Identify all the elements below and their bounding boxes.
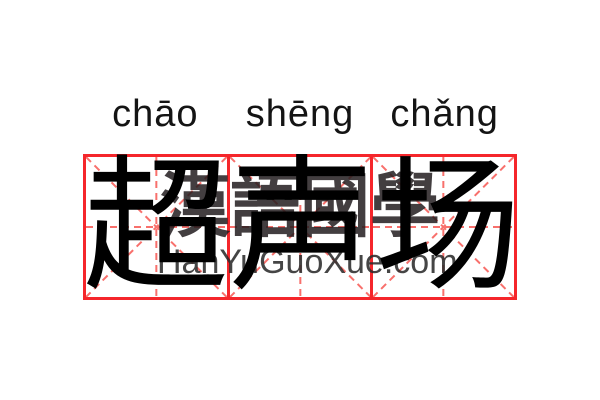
grid-cell-2: [226, 157, 371, 297]
pinyin-syllable-2: shēng: [245, 93, 355, 135]
pinyin-syllable-1: chāo: [112, 93, 199, 135]
pinyin-syllable-3: chǎng: [390, 93, 499, 135]
practice-grid: [83, 154, 517, 300]
grid-guides: [229, 157, 371, 297]
watermark-site-url: HanYuGuoXue.com: [157, 243, 458, 281]
grid-cell-1: [86, 157, 227, 297]
grid-cell-3: [370, 157, 515, 297]
diagonal-guide-line: [373, 157, 515, 297]
diagonal-guide-line: [86, 157, 227, 297]
grid-guides: [373, 157, 515, 297]
watermark-cjk-text: 漢語國學: [160, 164, 440, 247]
pinyin-row: chāo shēng chǎng: [83, 90, 517, 138]
diagonal-guide-line: [229, 157, 371, 297]
grid-guides: [86, 157, 227, 297]
